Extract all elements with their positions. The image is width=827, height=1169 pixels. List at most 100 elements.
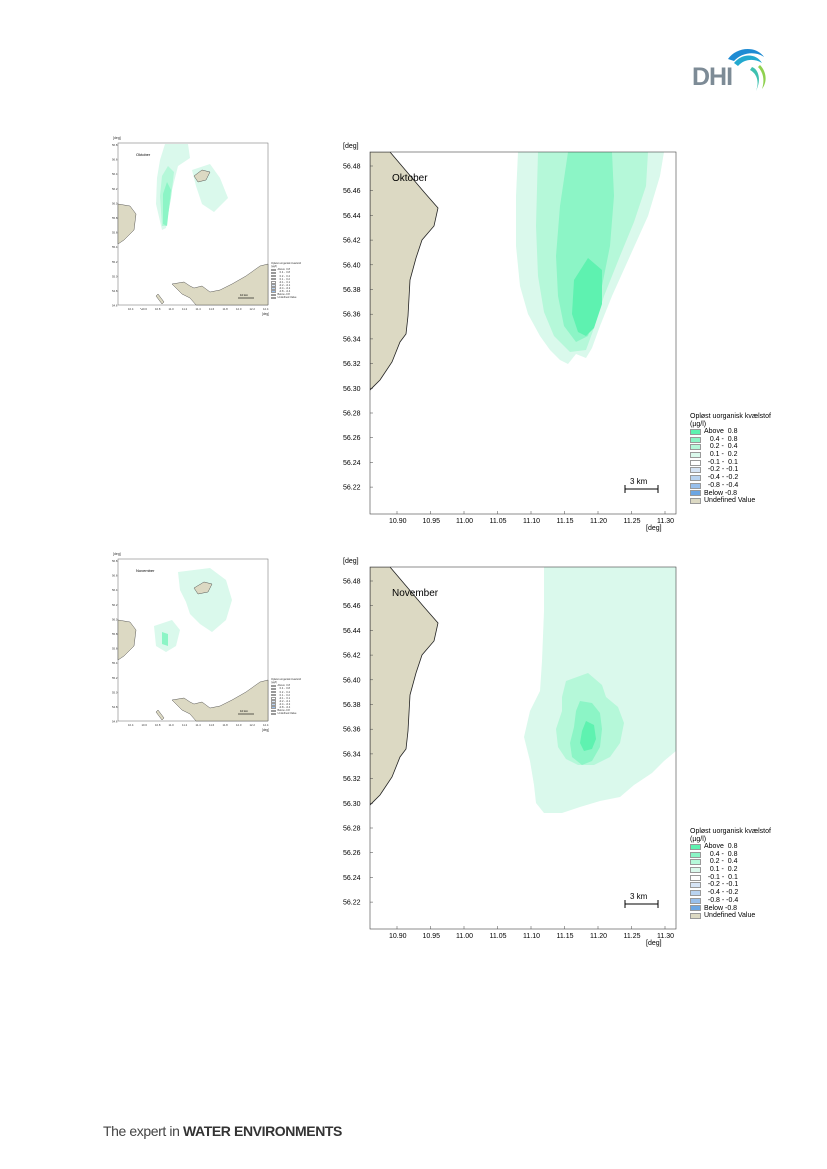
x-tick-label: 11.15 — [557, 518, 574, 525]
legend-swatch — [690, 428, 701, 435]
scale-bar: 3 km — [624, 892, 659, 908]
mini-legend-swatch — [271, 690, 276, 694]
mini-legend-label: Undefined Value — [277, 296, 297, 300]
legend-swatch — [690, 882, 701, 889]
legend-item: Above 0.8 — [690, 843, 771, 851]
x-axis-ticks: 10.90 10.95 11.00 11.05 11.10 11.15 11.20 11.25… — [389, 511, 674, 525]
legend-label: 0.4 - 0.8 — [704, 850, 738, 858]
legend-swatch — [690, 874, 701, 881]
mini-legend-item: 0.4 - 0.8 — [271, 687, 301, 691]
mini-legend-unit: (µg/l) — [271, 681, 277, 685]
mini-legend-swatch — [271, 697, 276, 700]
legend-item: Below -0.8 — [690, 490, 771, 498]
legend-item: -0.1 - 0.1 — [690, 459, 771, 467]
legend-label: -0.4 - -0.2 — [704, 889, 739, 897]
mini-y-tick-label: 56.2 — [112, 603, 118, 607]
dhi-logo: DHI — [690, 45, 770, 95]
footer-tagline: The expert in WATER ENVIRONMENTS — [103, 1123, 342, 1139]
mini-y-tick-label: 56.0 — [112, 617, 118, 621]
legend-label: Below -0.8 — [704, 904, 738, 912]
mini-x-tick-label: 10.8 — [155, 307, 161, 311]
scale-label: 3 km — [630, 892, 648, 901]
legend-label: 0.1 - 0.2 — [704, 866, 738, 874]
mini-y-tick-label: 54.6 — [112, 304, 118, 308]
y-tick-label: 56.26 — [343, 435, 361, 442]
legend-swatch — [690, 498, 701, 505]
legend-swatch — [690, 459, 701, 466]
mini-legend-item: -0.8 - -0.4 — [271, 290, 301, 293]
mini-legend-title: Opløst uorganisk kvælstof — [271, 262, 301, 265]
mini-axis-unit-x: [deg] — [262, 728, 269, 732]
legend-label: -0.8 - -0.4 — [704, 896, 739, 904]
legend-swatch — [690, 490, 701, 497]
y-tick-label: 56.28 — [343, 411, 361, 418]
mini-legend-swatch — [271, 274, 276, 278]
legend-swatch — [690, 913, 701, 920]
mini-y-tick-label: 55.8 — [112, 216, 118, 220]
legend-item: 0.2 - 0.4 — [690, 443, 771, 451]
y-tick-label: 56.22 — [343, 485, 361, 492]
x-tick-label: 10.95 — [423, 933, 441, 940]
y-tick-label: 56.28 — [343, 826, 361, 833]
mini-y-tick-label: 54.8 — [112, 705, 118, 709]
mini-legend-label: Below -0.8 — [277, 293, 290, 297]
mini-scale-label: 10 km — [240, 293, 249, 297]
mini-legend-item: -0.1 - 0.1 — [271, 281, 301, 284]
mini-legend-item: Undefined Value — [271, 712, 301, 715]
mini-x-tick-label: 10.4 — [128, 307, 134, 311]
mini-legend-item: Undefined Value — [271, 296, 301, 299]
mini-legend-item: 0.2 - 0.4 — [271, 275, 301, 278]
mini-y-tick-label: 56.6 — [112, 158, 118, 162]
mini-x-tick-label: 12.2 — [250, 723, 256, 727]
mini-y-tick-group: 56.8 56.6 56.4 56.2 56.0 55.8 55.6 55.4 55.2 55.0… — [112, 559, 118, 724]
legend-swatch — [690, 905, 701, 912]
mini-legend-swatch — [271, 684, 276, 688]
legend-label: -0.2 - -0.1 — [704, 881, 739, 889]
mini-legend-item: -0.2 - -0.1 — [271, 284, 301, 287]
mini-x-tick-group: 10.4 10.6 10.8 11.0 11.2 11.4 11.6 11.8 12.0 12.2… — [128, 723, 269, 727]
legend-unit: (µg/l) — [690, 420, 707, 428]
mini-legend-swatch — [271, 709, 276, 712]
main-map-november: [deg] 56.48 56.46 56.44 56.42 56.40 56.38 56.3… — [330, 551, 690, 951]
scale-label: 3 km — [630, 477, 648, 486]
x-axis-ticks: 10.90 10.95 11.00 11.05 11.10 11.15 11.20 11.25… — [389, 926, 674, 940]
mini-legend-title: Opløst uorganisk kvælstof — [271, 678, 301, 681]
legend-item: Undefined Value — [690, 497, 771, 505]
legend-label: Above 0.8 — [704, 428, 738, 435]
legend-unit: (µg/l) — [690, 835, 707, 843]
x-tick-label: 11.10 — [523, 518, 540, 525]
mini-month-label: Oktober — [136, 152, 151, 157]
legend-item: Undefined Value — [690, 912, 771, 920]
x-tick-label: 11.30 — [657, 518, 674, 525]
x-tick-label: 11.25 — [624, 933, 641, 940]
legend-november: Opløst uorganisk kvælstof (µg/l) Above 0… — [690, 828, 771, 920]
mini-x-tick-label: 11.6 — [209, 723, 215, 727]
legend-label: 0.1 - 0.2 — [704, 451, 738, 459]
mini-y-tick-label: 55.8 — [112, 632, 118, 636]
mini-legend-label: -0.2 - -0.1 — [277, 283, 291, 287]
y-tick-label: 56.38 — [343, 287, 361, 294]
mini-legend-item: -0.2 - -0.1 — [271, 700, 301, 703]
legend-label: -0.4 - -0.2 — [704, 474, 739, 482]
x-tick-label: 11.25 — [624, 518, 641, 525]
axis-unit-y: [deg] — [343, 558, 359, 565]
mini-axis-unit: [deg] — [113, 552, 121, 556]
mini-legend-label: -0.1 - 0.1 — [277, 280, 291, 284]
mini-legend-item: 0.2 - 0.4 — [271, 691, 301, 694]
mini-x-tick-label: 11.6 — [209, 307, 215, 311]
legend-item: 0.1 - 0.2 — [690, 451, 771, 459]
y-axis-ticks: 56.48 56.46 56.44 56.42 56.40 56.38 56.36 56.34… — [343, 579, 373, 907]
y-tick-label: 56.26 — [343, 850, 361, 857]
mini-legend-swatch — [271, 703, 276, 706]
mini-legend-label: -0.4 - -0.2 — [277, 702, 291, 706]
mini-legend-label: 0.1 - 0.2 — [277, 693, 290, 697]
overview-map-oktober: [deg] 10 km 56.8 56.6 56.4 56.2 56.0 55.8 55.6… — [110, 134, 280, 324]
mini-y-tick-label: 56.6 — [112, 574, 118, 578]
legend-item: 0.4 - 0.8 — [690, 851, 771, 859]
mini-legend-label: 0.4 - 0.8 — [277, 271, 290, 275]
mini-legend-swatch — [271, 284, 276, 287]
mini-y-tick-label: 56.4 — [112, 588, 118, 592]
mini-legend-swatch — [271, 296, 276, 299]
plume-zone-above — [572, 258, 602, 336]
legend-label: 0.2 - 0.4 — [704, 443, 738, 451]
